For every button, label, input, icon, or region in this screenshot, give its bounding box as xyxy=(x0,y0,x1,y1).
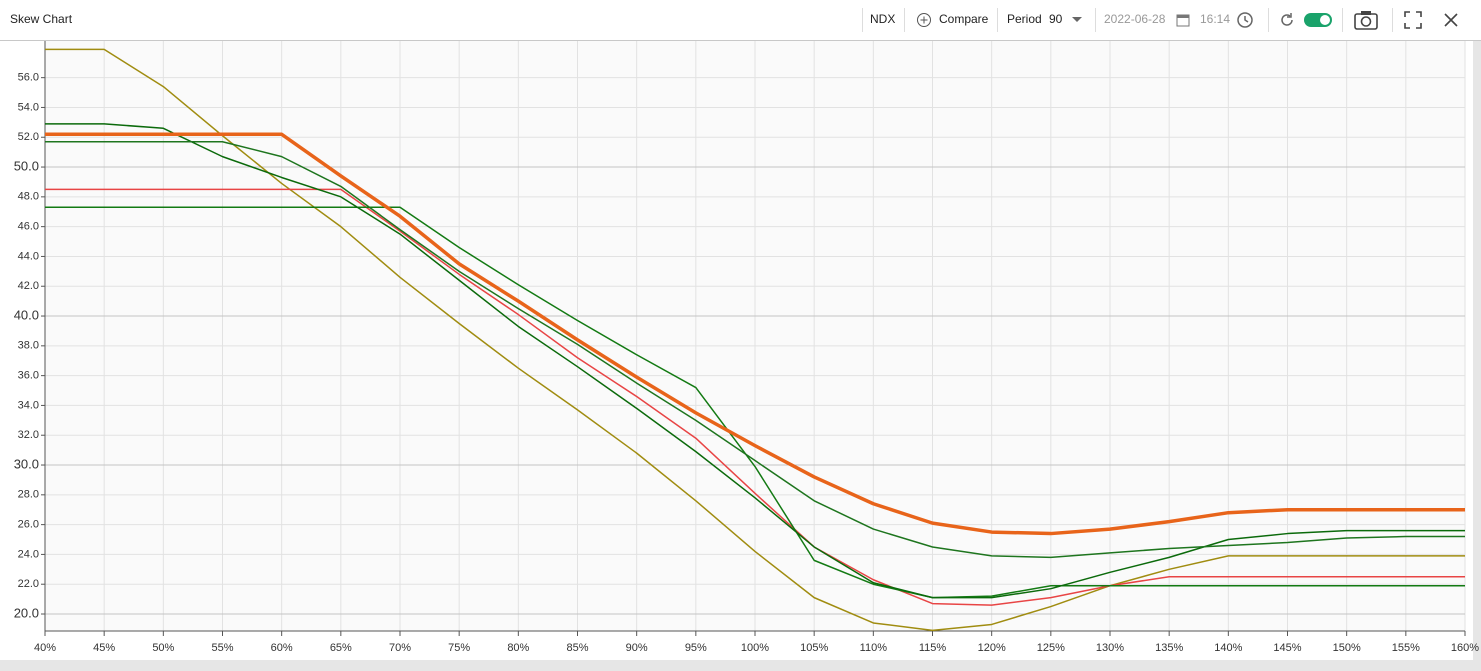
close-icon[interactable] xyxy=(1442,11,1460,29)
side-border xyxy=(1473,41,1481,660)
x-tick-label: 65% xyxy=(330,642,352,654)
x-tick-label: 75% xyxy=(448,642,470,654)
y-tick-label: 56.0 xyxy=(18,72,39,84)
x-tick-label: 155% xyxy=(1392,642,1420,654)
series-line xyxy=(45,140,1465,559)
y-tick-label: 34.0 xyxy=(18,399,39,411)
x-tick-label: 100% xyxy=(741,642,769,654)
y-tick-label: 20.0 xyxy=(14,605,39,620)
y-tick-label: 30.0 xyxy=(14,456,39,471)
y-tick-label: 22.0 xyxy=(18,578,39,590)
y-tick-label: 28.0 xyxy=(18,489,39,501)
x-tick-label: 105% xyxy=(800,642,828,654)
period-value[interactable]: 90 xyxy=(1049,12,1063,26)
series-line xyxy=(45,206,1465,599)
x-tick-label: 70% xyxy=(389,642,411,654)
y-tick-label: 46.0 xyxy=(18,221,39,233)
date[interactable]: 2022-06-28 xyxy=(1104,12,1166,26)
x-tick-label: 60% xyxy=(271,642,293,654)
toggle[interactable] xyxy=(1303,11,1333,29)
y-tick-label: 54.0 xyxy=(18,101,39,113)
x-tick-label: 90% xyxy=(626,642,648,654)
x-tick-label: 135% xyxy=(1155,642,1183,654)
x-tick-label: 85% xyxy=(566,642,588,654)
x-tick-label: 130% xyxy=(1096,642,1124,654)
x-tick-label: 40% xyxy=(34,642,56,654)
dropdown-icon[interactable] xyxy=(1071,15,1083,25)
y-tick-label: 26.0 xyxy=(18,519,39,531)
x-tick-label: 150% xyxy=(1333,642,1361,654)
fullscreen-icon[interactable] xyxy=(1404,11,1422,29)
y-tick-label: 40.0 xyxy=(14,307,39,322)
chart: 40% 45% 50% 55% 60% 65% 70% 75% 80% 85% 90% 95% 100%… xyxy=(0,41,1481,671)
plus-icon[interactable] xyxy=(916,12,932,28)
scrollbar[interactable] xyxy=(0,660,1481,671)
series-line xyxy=(45,188,1465,606)
separator xyxy=(997,8,998,32)
x-tick-label: 95% xyxy=(685,642,707,654)
y-tick-label: 44.0 xyxy=(18,250,39,262)
clock-icon[interactable] xyxy=(1236,11,1254,29)
separator xyxy=(1392,8,1393,32)
x-tick-label: 145% xyxy=(1273,642,1301,654)
time[interactable]: 16:14 xyxy=(1200,12,1231,26)
y-tick-label: 50.0 xyxy=(14,158,39,173)
x-tick-label: 120% xyxy=(978,642,1006,654)
x-tick-label: 45% xyxy=(93,642,115,654)
toolbar: Skew Chart NDX Compare Period 90 2022-06… xyxy=(0,0,1481,41)
x-tick-label: 115% xyxy=(919,642,947,654)
separator xyxy=(1268,8,1269,32)
x-tick-label: 140% xyxy=(1214,642,1242,654)
x-tick-label: 50% xyxy=(152,642,174,654)
period-label: Period xyxy=(1007,12,1042,26)
calendar-icon[interactable] xyxy=(1175,12,1191,28)
symbol[interactable]: NDX xyxy=(870,12,896,26)
y-tick-label: 36.0 xyxy=(18,370,39,382)
x-tick-label: 160% xyxy=(1451,642,1479,654)
x-tick-label: 125% xyxy=(1037,642,1065,654)
compare-button[interactable]: Compare xyxy=(939,12,989,26)
window-title: Skew Chart xyxy=(10,12,73,26)
y-tick-label: 24.0 xyxy=(18,548,39,560)
x-tick-label: 55% xyxy=(211,642,233,654)
camera-icon[interactable] xyxy=(1353,9,1379,31)
separator xyxy=(904,8,905,32)
y-tick-label: 32.0 xyxy=(18,429,39,441)
series-line xyxy=(45,132,1465,536)
y-tick-label: 38.0 xyxy=(18,340,39,352)
y-tick-label: 48.0 xyxy=(18,191,39,203)
y-tick-label: 52.0 xyxy=(18,131,39,143)
series-line xyxy=(45,48,1465,632)
x-tick-label: 80% xyxy=(507,642,529,654)
series-line xyxy=(45,123,1465,599)
separator xyxy=(862,8,863,32)
separator xyxy=(1095,8,1096,32)
refresh-icon[interactable] xyxy=(1278,11,1296,29)
separator xyxy=(1342,8,1343,32)
x-tick-label: 110% xyxy=(860,642,888,654)
y-tick-label: 42.0 xyxy=(18,280,39,292)
